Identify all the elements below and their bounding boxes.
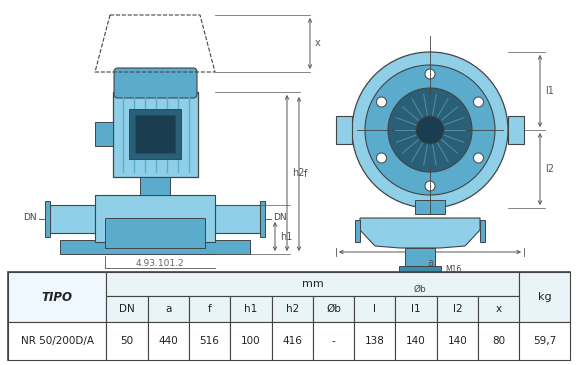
Circle shape: [376, 153, 387, 163]
Bar: [395, 296, 437, 322]
Text: l1: l1: [412, 304, 421, 314]
Text: h1: h1: [280, 231, 292, 242]
Text: DN: DN: [273, 212, 287, 222]
Bar: [189, 296, 230, 322]
Bar: [354, 296, 395, 322]
FancyBboxPatch shape: [114, 68, 197, 98]
Text: 50: 50: [120, 336, 134, 346]
Text: DN: DN: [119, 304, 135, 314]
Text: TIPO: TIPO: [42, 291, 73, 304]
Circle shape: [376, 97, 387, 107]
Bar: [415, 200, 445, 214]
Text: -: -: [332, 336, 335, 346]
Text: l1: l1: [545, 86, 554, 96]
Bar: [230, 296, 272, 322]
Bar: [313, 322, 354, 360]
Bar: [354, 322, 395, 360]
Text: 516: 516: [199, 336, 220, 346]
Circle shape: [473, 153, 484, 163]
Text: Øb: Øb: [414, 285, 427, 294]
Bar: [8, 272, 570, 360]
Bar: [8, 322, 106, 360]
Circle shape: [425, 181, 435, 191]
Text: 138: 138: [365, 336, 385, 346]
Text: l2: l2: [453, 304, 462, 314]
Text: 440: 440: [158, 336, 178, 346]
Bar: [230, 322, 272, 360]
Text: 100: 100: [241, 336, 261, 346]
Bar: [520, 322, 570, 360]
Bar: [437, 296, 478, 322]
Text: h2: h2: [292, 168, 305, 178]
Text: l2: l2: [545, 164, 554, 174]
Bar: [106, 322, 147, 360]
Text: DN: DN: [23, 212, 37, 222]
Text: M16: M16: [445, 265, 461, 274]
Bar: [355, 220, 360, 242]
Bar: [95, 122, 113, 146]
Text: a: a: [427, 258, 433, 268]
Bar: [8, 272, 106, 322]
Bar: [50, 205, 95, 233]
Text: kg: kg: [538, 292, 551, 302]
Circle shape: [425, 69, 435, 79]
Bar: [478, 322, 520, 360]
Bar: [405, 248, 435, 266]
Circle shape: [365, 65, 495, 195]
Polygon shape: [360, 218, 480, 248]
Bar: [106, 296, 147, 322]
Bar: [45, 201, 50, 237]
Text: 4.93.101.2: 4.93.101.2: [136, 260, 184, 269]
Text: NR 50/200D/A: NR 50/200D/A: [21, 336, 94, 346]
Bar: [478, 296, 520, 322]
Bar: [480, 220, 485, 242]
Text: h2: h2: [286, 304, 299, 314]
Bar: [105, 218, 205, 248]
Bar: [147, 296, 189, 322]
Bar: [135, 115, 175, 153]
Text: x: x: [496, 304, 502, 314]
Bar: [106, 272, 520, 296]
Circle shape: [388, 88, 472, 172]
Text: f: f: [304, 169, 307, 179]
Bar: [215, 205, 260, 233]
Circle shape: [352, 52, 508, 208]
Text: 59,7: 59,7: [533, 336, 557, 346]
Bar: [508, 116, 524, 144]
Text: 140: 140: [447, 336, 468, 346]
Circle shape: [416, 116, 444, 144]
Text: a: a: [165, 304, 172, 314]
Text: Øb: Øb: [326, 304, 341, 314]
Text: f: f: [208, 304, 212, 314]
Text: 80: 80: [492, 336, 505, 346]
Text: 416: 416: [282, 336, 302, 346]
Circle shape: [473, 97, 484, 107]
Bar: [399, 266, 441, 274]
Text: 140: 140: [406, 336, 426, 346]
Text: l: l: [373, 304, 376, 314]
Bar: [147, 322, 189, 360]
Bar: [129, 109, 181, 159]
Bar: [113, 92, 198, 177]
Text: h1: h1: [244, 304, 258, 314]
Bar: [60, 240, 250, 254]
Bar: [189, 322, 230, 360]
Bar: [95, 195, 215, 242]
Text: mm: mm: [302, 279, 324, 289]
Text: x: x: [315, 38, 321, 49]
Bar: [437, 322, 478, 360]
Bar: [520, 272, 570, 322]
Bar: [313, 296, 354, 322]
Bar: [140, 177, 170, 195]
Bar: [272, 322, 313, 360]
Bar: [336, 116, 352, 144]
Bar: [260, 201, 265, 237]
Bar: [395, 322, 437, 360]
Bar: [272, 296, 313, 322]
